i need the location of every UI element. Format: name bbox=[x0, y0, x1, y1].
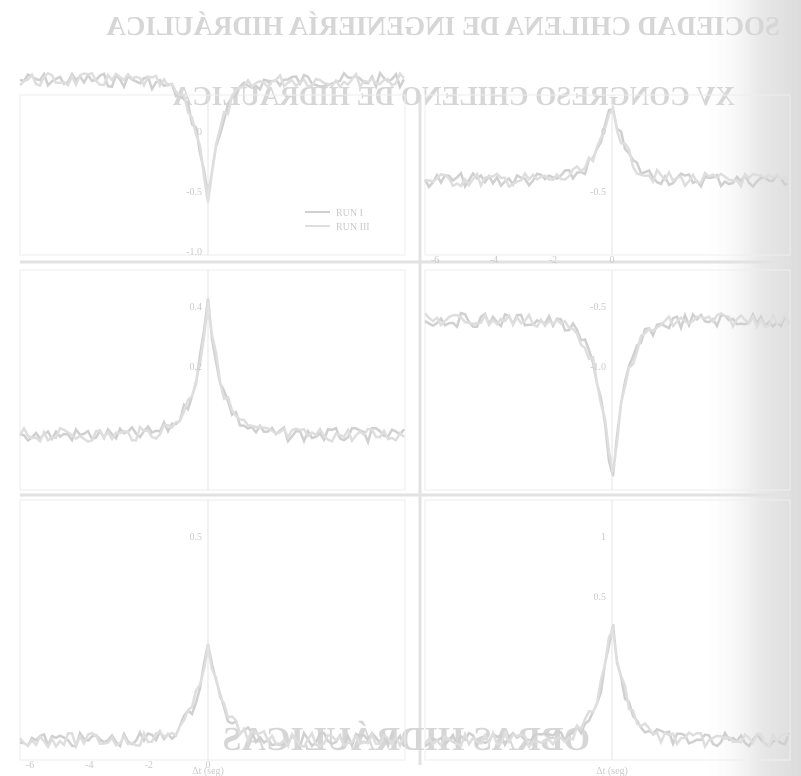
x-tick-label: -4 bbox=[490, 255, 498, 266]
y-tick-label: 0.4 bbox=[190, 302, 203, 313]
x-tick-label: -4 bbox=[85, 760, 93, 771]
legend-label: RUN III bbox=[336, 222, 370, 233]
panel-frame bbox=[20, 270, 405, 490]
scan: SOCIEDAD CHILENA DE INGENIERÍA HIDRÁULIC… bbox=[0, 0, 801, 776]
x-axis-label: Δt (seg) bbox=[596, 766, 628, 776]
x-tick-label: -6 bbox=[431, 255, 439, 266]
page-shadow bbox=[700, 0, 801, 776]
x-axis-label: Δt (seg) bbox=[192, 766, 224, 776]
y-tick-label: 0 bbox=[601, 127, 606, 138]
section-title: OBRAS HIDRÁULICAS bbox=[223, 721, 590, 758]
y-tick-label: -0.5 bbox=[186, 187, 202, 198]
y-tick-label: 0.5 bbox=[594, 592, 607, 603]
y-tick-label: -1.0 bbox=[186, 247, 202, 258]
y-tick-label: 1 bbox=[601, 532, 606, 543]
y-tick-label: -0.5 bbox=[590, 302, 606, 313]
society-title: SOCIEDAD CHILENA DE INGENIERÍA HIDRÁULIC… bbox=[106, 11, 780, 41]
y-tick-label: -1.0 bbox=[590, 362, 606, 373]
x-tick-label: -6 bbox=[26, 760, 34, 771]
y-tick-label: -0.5 bbox=[590, 187, 606, 198]
curve bbox=[20, 298, 404, 442]
x-tick-label: 0 bbox=[610, 255, 615, 266]
page: SOCIEDAD CHILENA DE INGENIERÍA HIDRÁULIC… bbox=[0, 0, 801, 776]
y-tick-label: 0 bbox=[197, 127, 202, 138]
y-tick-label: 0.5 bbox=[190, 532, 203, 543]
y-tick-label: 0.2 bbox=[190, 362, 203, 373]
curve bbox=[20, 303, 404, 442]
x-tick-label: -2 bbox=[549, 255, 557, 266]
x-tick-label: -2 bbox=[144, 760, 152, 771]
legend-label: RUN I bbox=[336, 208, 363, 219]
